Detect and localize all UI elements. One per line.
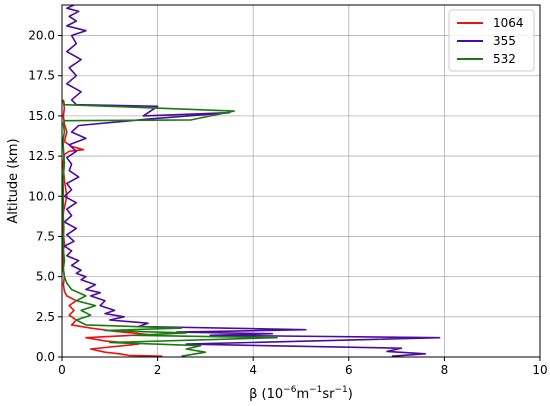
y-tick-label: 7.5 <box>36 229 55 243</box>
x-tick-label: 2 <box>154 363 162 377</box>
y-tick-label: 17.5 <box>28 69 55 83</box>
y-tick-label: 15.0 <box>28 109 55 123</box>
y-tick-label: 12.5 <box>28 149 55 163</box>
y-tick-label: 5.0 <box>36 270 55 284</box>
x-tick-label: 6 <box>345 363 353 377</box>
series-line-1064 <box>62 99 163 357</box>
x-axis-label: β (10−6m−1sr−1) <box>249 385 353 402</box>
series-group <box>62 4 441 357</box>
y-tick-label: 10.0 <box>28 189 55 203</box>
legend-label: 532 <box>493 52 516 66</box>
series-line-355 <box>63 4 441 357</box>
legend-box <box>448 9 535 72</box>
y-tick-label: 20.0 <box>28 29 55 43</box>
series-line-532 <box>62 99 278 357</box>
y-axis: 0.0 2.5 5.0 7.5 10.0 12.5 15.0 17.5 20.0 <box>28 29 62 364</box>
plot-frame <box>61 4 541 358</box>
x-tick-label: 8 <box>441 363 449 377</box>
x-axis: 0 2 4 6 8 10 <box>58 357 548 377</box>
x-tick-label: 10 <box>532 363 547 377</box>
y-axis-label: Altitude (km) <box>6 138 21 223</box>
x-tick-label: 4 <box>249 363 257 377</box>
y-tick-label: 0.0 <box>36 350 55 364</box>
legend: 1064 355 532 <box>448 9 535 72</box>
legend-label: 1064 <box>493 16 524 30</box>
y-tick-label: 2.5 <box>36 310 55 324</box>
x-tick-label: 0 <box>58 363 66 377</box>
legend-label: 355 <box>493 34 516 48</box>
